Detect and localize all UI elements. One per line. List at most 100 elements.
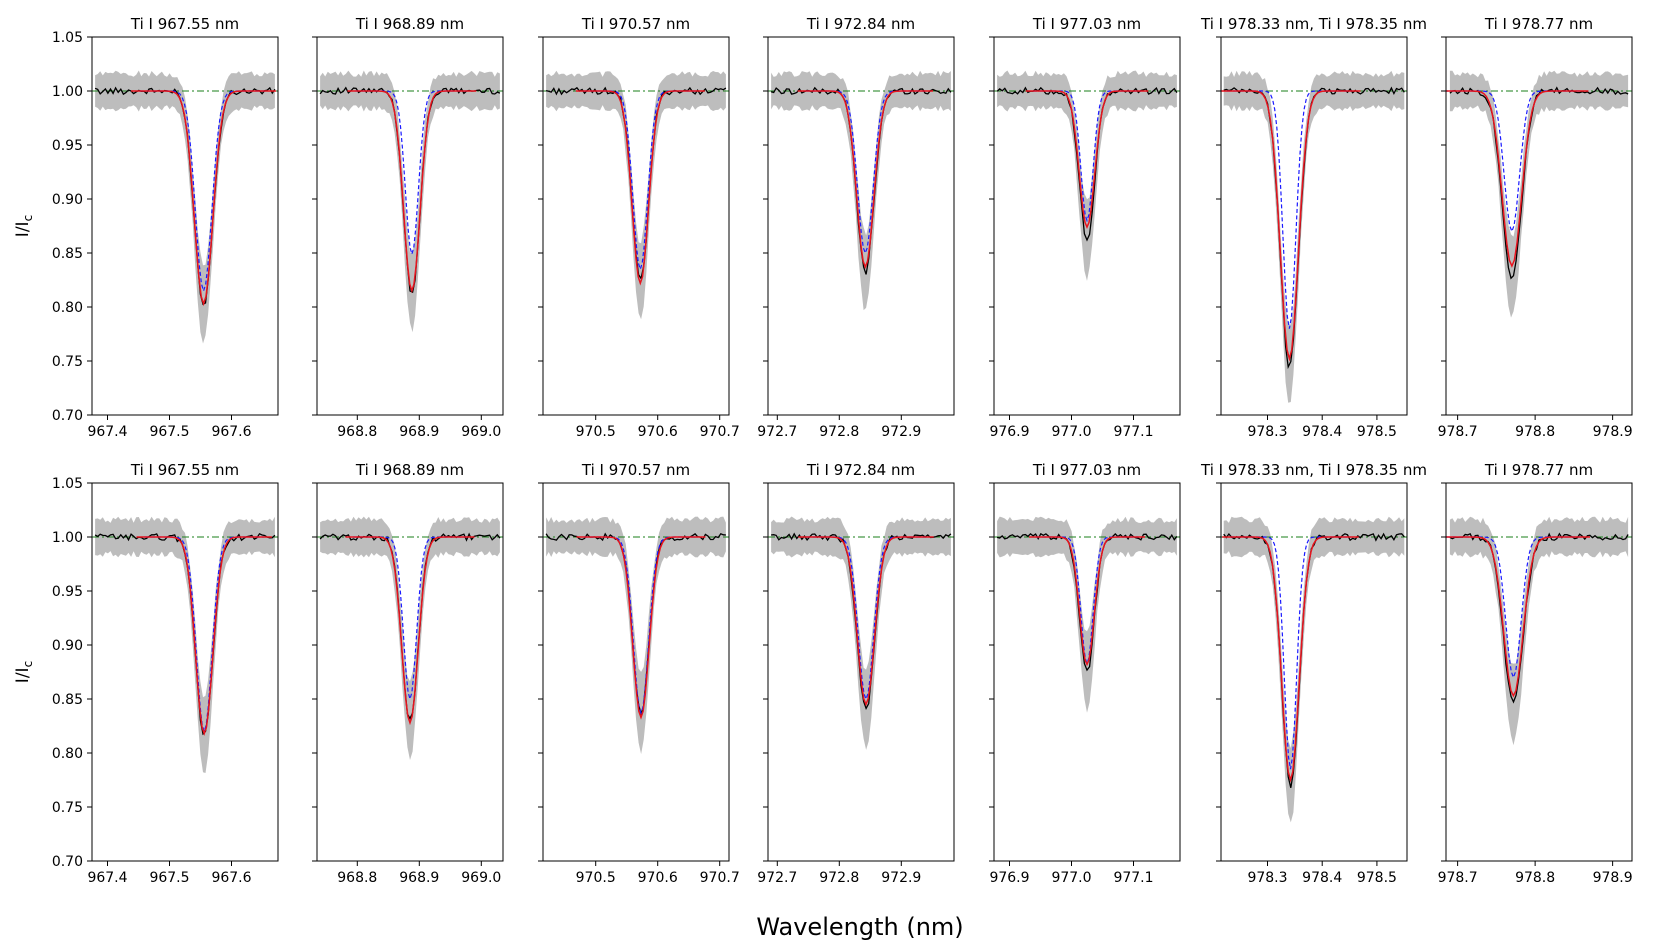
plot-area bbox=[1221, 70, 1407, 403]
x-tick-label: 972.7 bbox=[757, 424, 797, 440]
x-tick-label: 976.9 bbox=[989, 870, 1029, 886]
x-tick-label: 970.6 bbox=[638, 424, 678, 440]
y-tick-label: 0.80 bbox=[52, 300, 83, 316]
panel-frame bbox=[993, 482, 1181, 862]
panel-r1-c3: Ti I 970.57 nm 970.5 970.6 970.7 bbox=[538, 15, 740, 440]
panel-title: Ti I 977.03 nm bbox=[1032, 461, 1141, 479]
y-tick-label: 0.85 bbox=[52, 246, 83, 262]
panel-frame bbox=[316, 482, 504, 862]
panel-r1-c5: Ti I 977.03 nm 976.9 977.0 977.1 bbox=[989, 15, 1181, 440]
spread-band bbox=[320, 516, 500, 760]
panel-r2-c4: Ti I 972.84 nm 972.7 972.8 972.9 bbox=[757, 461, 955, 886]
panel-frame bbox=[1445, 36, 1633, 416]
model-line bbox=[354, 90, 469, 257]
fit-line bbox=[136, 536, 272, 736]
y-tick-label: 0.90 bbox=[52, 192, 83, 208]
observed-line bbox=[1449, 532, 1629, 704]
x-tick-label: 967.5 bbox=[149, 424, 189, 440]
plot-area bbox=[1446, 516, 1632, 746]
plot-area bbox=[543, 70, 729, 320]
x-tick-label: 970.7 bbox=[700, 424, 740, 440]
panel-title: Ti I 968.89 nm bbox=[355, 461, 464, 479]
spread-band bbox=[95, 70, 275, 344]
panel-r2-c6: Ti I 978.33 nm, Ti I 978.35 nm 978.3 978.4… bbox=[1200, 461, 1427, 886]
plot-area bbox=[1446, 70, 1632, 318]
y-tick-label: 1.00 bbox=[52, 84, 83, 100]
x-tick-label: 967.5 bbox=[149, 870, 189, 886]
panel-frame bbox=[993, 36, 1181, 416]
y-tick-label: 0.90 bbox=[52, 638, 83, 654]
x-tick-label: 978.7 bbox=[1438, 424, 1478, 440]
panel-r2-c3: Ti I 970.57 nm 970.5 970.6 970.7 bbox=[538, 461, 740, 886]
panel-r2-c7: Ti I 978.77 nm 978.7 978.8 978.9 bbox=[1438, 461, 1633, 886]
y-tick-label: 0.70 bbox=[52, 408, 83, 424]
model-line bbox=[583, 90, 698, 272]
plot-area bbox=[543, 516, 729, 755]
x-tick-label: 967.6 bbox=[211, 424, 251, 440]
fit-line bbox=[1446, 536, 1590, 698]
spread-band bbox=[997, 516, 1177, 713]
panel-r1-c4: Ti I 972.84 nm 972.7 972.8 972.9 bbox=[757, 15, 955, 440]
panel-title: Ti I 967.55 nm bbox=[130, 461, 239, 479]
x-tick-label: 978.7 bbox=[1438, 870, 1478, 886]
panel-frame bbox=[1220, 482, 1408, 862]
x-tick-label: 969.0 bbox=[461, 424, 501, 440]
x-tick-label: 970.7 bbox=[700, 870, 740, 886]
panel-frame bbox=[542, 482, 730, 862]
panel-frame bbox=[767, 36, 955, 416]
fit-line bbox=[1222, 536, 1359, 783]
spread-band bbox=[1449, 70, 1629, 318]
spread-band bbox=[1223, 70, 1405, 403]
panel-frame bbox=[767, 482, 955, 862]
fit-line bbox=[1446, 90, 1589, 268]
x-tick-label: 978.5 bbox=[1357, 424, 1397, 440]
spread-band bbox=[546, 516, 726, 755]
spread-band bbox=[1449, 516, 1629, 746]
x-tick-label: 978.4 bbox=[1302, 870, 1342, 886]
observed-line bbox=[1223, 532, 1405, 788]
fit-line bbox=[345, 536, 475, 726]
spread-band bbox=[546, 70, 726, 320]
observed-line bbox=[1223, 86, 1405, 370]
y-axis-label: I/Ic bbox=[13, 661, 35, 683]
y-tick-label: 1.05 bbox=[52, 476, 83, 492]
x-tick-label: 977.1 bbox=[1113, 424, 1153, 440]
y-tick-label: 0.95 bbox=[52, 138, 83, 154]
spread-band bbox=[771, 70, 951, 311]
plot-area bbox=[1221, 516, 1407, 823]
panel-frame bbox=[316, 36, 504, 416]
spread-band bbox=[997, 70, 1177, 281]
y-tick-label: 0.85 bbox=[52, 692, 83, 708]
x-tick-label: 978.5 bbox=[1357, 870, 1397, 886]
plot-area bbox=[92, 70, 278, 344]
panel-title: Ti I 967.55 nm bbox=[130, 15, 239, 33]
x-tick-label: 972.9 bbox=[881, 424, 921, 440]
panel-title: Ti I 978.77 nm bbox=[1484, 461, 1593, 479]
model-line bbox=[1230, 536, 1351, 770]
panel-grid: Ti I 967.55 nm 967.4 967.5 967.6 0.70 0.75 0.8… bbox=[13, 15, 1633, 886]
panel-r1-c6: Ti I 978.33 nm, Ti I 978.35 nm 978.3 978.4… bbox=[1200, 15, 1427, 440]
model-line bbox=[353, 536, 467, 702]
x-tick-label: 978.8 bbox=[1515, 870, 1555, 886]
plot-area bbox=[317, 70, 503, 333]
panel-frame bbox=[542, 36, 730, 416]
y-axis-label-subscript: c bbox=[21, 661, 35, 668]
observed-line bbox=[771, 532, 952, 711]
fit-line bbox=[798, 536, 934, 707]
panel-title: Ti I 968.89 nm bbox=[355, 15, 464, 33]
y-tick-label: 1.00 bbox=[52, 530, 83, 546]
fit-line bbox=[347, 90, 477, 294]
y-tick-label: 0.75 bbox=[52, 800, 83, 816]
model-line bbox=[1446, 90, 1580, 234]
x-tick-label: 978.4 bbox=[1302, 424, 1342, 440]
y-axis-label: I/Ic bbox=[13, 215, 35, 237]
panel-title: Ti I 978.33 nm, Ti I 978.35 nm bbox=[1200, 461, 1427, 479]
spread-band bbox=[95, 516, 275, 773]
model-line bbox=[1226, 90, 1353, 329]
model-line bbox=[805, 90, 926, 255]
x-tick-label: 977.0 bbox=[1051, 870, 1091, 886]
x-tick-label: 970.5 bbox=[576, 424, 616, 440]
y-axis-label-subscript: c bbox=[21, 215, 35, 222]
panel-title: Ti I 978.77 nm bbox=[1484, 15, 1593, 33]
